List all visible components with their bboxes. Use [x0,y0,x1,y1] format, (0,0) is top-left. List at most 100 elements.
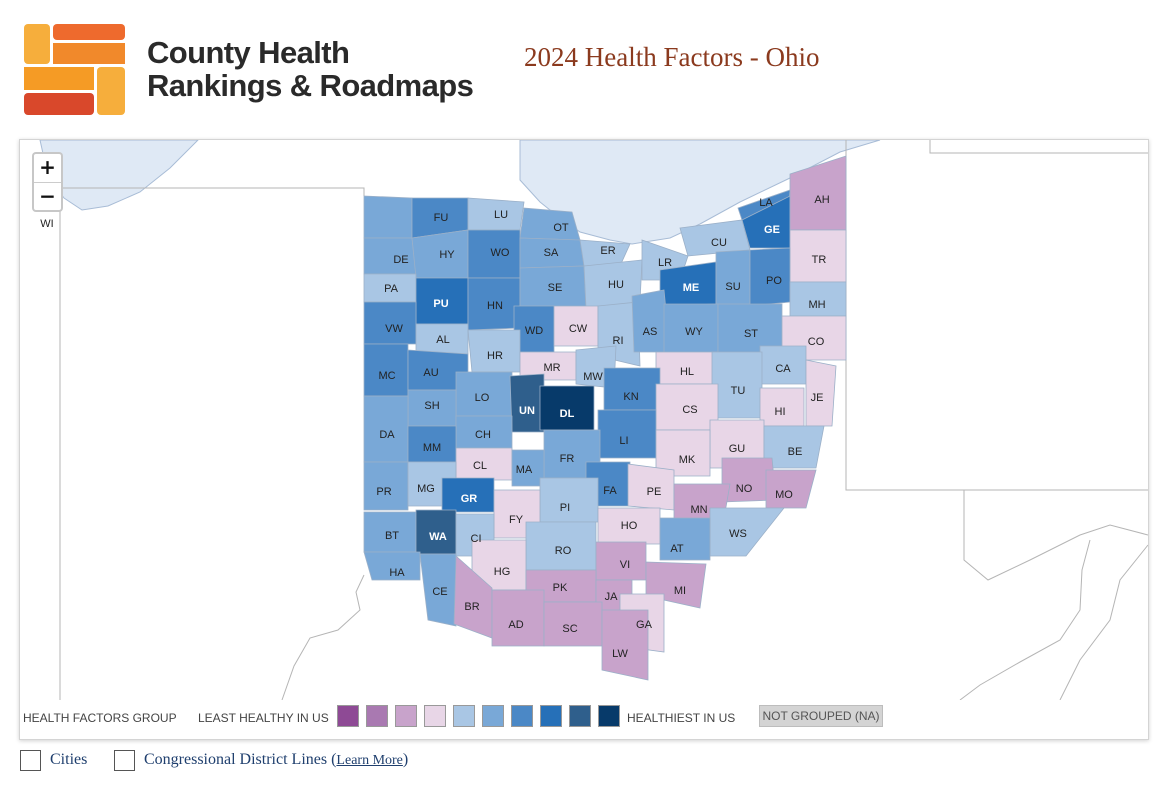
county-label-mm: MM [423,442,441,454]
county-pi[interactable] [539,477,599,523]
map-panel[interactable]: WI FU LU OT DE HY WO SA ER LA GE AH CU TR PA PU HN SE HU LR… [19,139,1149,740]
county-label-fu: FU [434,212,449,224]
county-label-ch: CH [475,429,491,441]
county-pr[interactable] [363,461,409,511]
county-label-lw: LW [612,648,628,660]
county-ha[interactable] [363,551,421,581]
county-label-lr: LR [658,257,672,269]
county-label-lo: LO [475,392,490,404]
logo-line-2: Rankings & Roadmaps [147,68,474,103]
county-label-ce: CE [432,586,447,598]
county-label-mw: MW [583,371,603,383]
county-label-ah: AH [814,194,829,206]
districts-label[interactable]: Congressional District Lines (Learn More… [144,751,408,769]
county-label-gu: GU [729,443,746,455]
county-label-hi: HI [775,406,786,418]
county-label-hr: HR [487,350,503,362]
county-be[interactable] [763,425,825,469]
county-label-ge: GE [764,224,780,236]
county-label-kn: KN [623,391,638,403]
county-label-me: ME [683,282,700,294]
county-label-je: JE [811,392,824,404]
county-label-mk: MK [679,454,696,466]
county-at[interactable] [659,517,711,561]
map-legend: HEALTH FACTORS GROUP LEAST HEALTHY IN US… [20,703,1148,731]
county-label-po: PO [766,275,782,287]
county-ad[interactable] [491,589,545,647]
legend-not-grouped: NOT GROUPED (NA) [759,705,883,727]
county-ce[interactable] [419,553,457,627]
county-label-hu: HU [608,279,624,291]
county-label-dl: DL [560,408,575,420]
county-wi[interactable] [363,195,413,239]
county-label-gr: GR [461,493,478,505]
county-mo[interactable] [765,469,817,509]
districts-label-text: Congressional District Lines ( [144,751,337,768]
county-label-pi: PI [560,502,570,514]
county-label-tu: TU [731,385,746,397]
county-label-cw: CW [569,323,588,335]
legend-least-label: LEAST HEALTHY IN US [198,711,329,725]
legend-swatch-4 [424,705,446,727]
districts-checkbox[interactable] [114,750,135,771]
county-label-pr: PR [376,486,391,498]
county-label-li: LI [619,435,628,447]
county-label-de: DE [393,254,408,266]
county-ot[interactable] [519,207,581,241]
legend-healthiest-label: HEALTHIEST IN US [627,711,736,725]
county-label-ja: JA [605,591,619,603]
county-label-pk: PK [553,582,568,594]
county-lw[interactable] [601,609,649,681]
page-title: 2024 Health Factors - Ohio [524,42,820,72]
legend-swatch-9 [569,705,591,727]
county-label-hl: HL [680,366,694,378]
county-label-ca: CA [775,363,791,375]
county-label-lu: LU [494,209,508,221]
chrr-logo [24,24,126,116]
ohio-county-map[interactable]: WI FU LU OT DE HY WO SA ER LA GE AH CU TR PA PU HN SE HU LR… [20,140,1148,700]
county-label-co: CO [808,336,825,348]
county-un[interactable] [509,373,545,433]
zoom-in-button[interactable]: + [39,155,56,179]
legend-swatch-7 [511,705,533,727]
county-label-tr: TR [812,254,827,266]
county-label-st: ST [744,328,758,340]
county-label-ma: MA [516,464,533,476]
county-mk[interactable] [655,429,711,477]
county-label-ci: CI [471,533,482,545]
zoom-out-button[interactable]: − [34,182,61,210]
county-label-da: DA [379,429,395,441]
lake-erie [519,140,881,245]
county-label-mi: MI [674,585,686,597]
county-label-er: ER [600,245,615,257]
learn-more-link[interactable]: Learn More [336,753,403,768]
cities-label[interactable]: Cities [50,751,88,768]
county-je[interactable] [805,359,837,427]
county-label-pe: PE [647,486,662,498]
county-su[interactable] [715,249,751,307]
county-label-pa: PA [384,283,399,295]
county-label-mc: MC [378,370,395,382]
county-label-hg: HG [494,566,511,578]
county-label-mo: MO [775,489,793,501]
county-label-mn: MN [690,504,707,516]
county-label-sc: SC [562,623,577,635]
cities-checkbox[interactable] [20,750,41,771]
county-label-fa: FA [603,485,617,497]
county-label-wa: WA [429,531,447,543]
legend-swatch-6 [482,705,504,727]
county-label-la: LA [759,197,773,209]
county-kn[interactable] [603,367,661,411]
county-label-be: BE [788,446,803,458]
county-ws[interactable] [709,507,785,557]
legend-swatch-1 [337,705,359,727]
legend-swatch-10 [598,705,620,727]
county-label-ro: RO [555,545,572,557]
county-label-mg: MG [417,483,435,495]
county-label-al: AL [436,334,449,346]
county-li[interactable] [597,409,657,459]
county-label-as: AS [643,326,658,338]
county-label-fy: FY [509,514,524,526]
county-label-cl: CL [473,460,487,472]
county-label-hn: HN [487,300,503,312]
